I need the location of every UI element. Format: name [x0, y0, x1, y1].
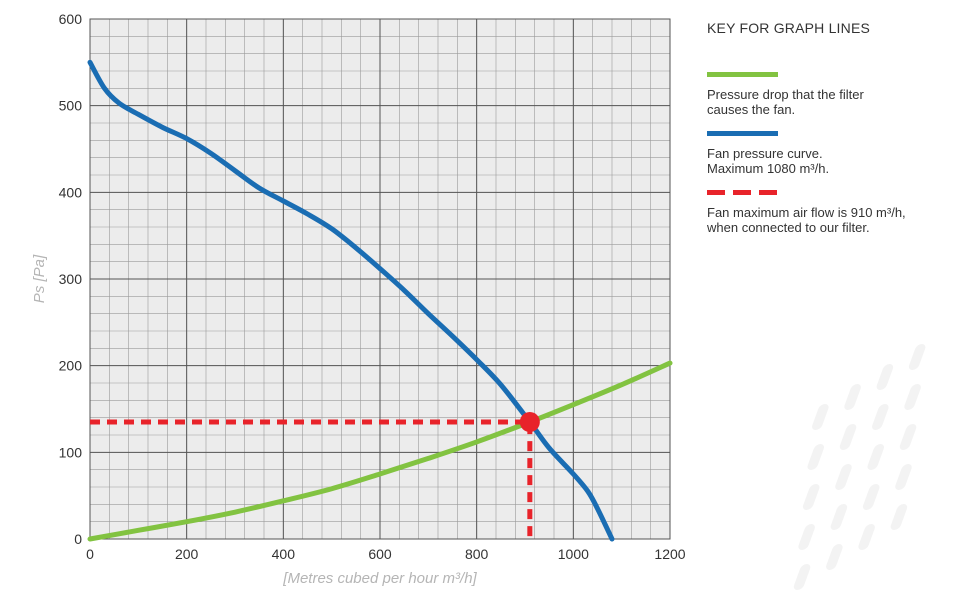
grid-major	[89, 18, 671, 540]
y-tick-label: 500	[59, 98, 83, 114]
legend-text-line: causes the fan.	[707, 102, 796, 117]
legend-text-line: Maximum 1080 m³/h.	[707, 161, 830, 176]
x-axis-title: [Metres cubed per hour m³/h]	[282, 570, 477, 587]
y-tick-label: 300	[59, 271, 83, 287]
legend-text-line: when connected to our filter.	[707, 220, 870, 235]
y-tick-label: 0	[74, 531, 82, 547]
y-tick-label: 200	[59, 358, 83, 374]
x-tick-label: 800	[465, 546, 489, 562]
x-tick-label: 1200	[654, 546, 685, 562]
x-tick-label: 600	[368, 546, 392, 562]
series-layer	[87, 59, 673, 542]
legend-text-filter: Pressure drop that the filter causes the…	[707, 87, 957, 117]
tick-labels: 0 200 400 600 800 1000 1200 0 100 200 300 400 500 600	[59, 11, 686, 562]
x-tick-label: 400	[272, 546, 296, 562]
legend-swatch-fan	[707, 131, 778, 136]
series-line-fan	[87, 59, 615, 542]
legend-text-fan: Fan pressure curve. Maximum 1080 m³/h.	[707, 146, 957, 176]
legend-text-operating: Fan maximum air flow is 910 m³/h, when c…	[707, 205, 957, 235]
y-axis-title: Ps [Pa]	[31, 254, 48, 303]
legend-entry-operating: Fan maximum air flow is 910 m³/h, when c…	[707, 190, 957, 235]
legend-text-line: Fan pressure curve.	[707, 146, 823, 161]
series-line-filter	[87, 360, 673, 542]
y-tick-label: 100	[59, 444, 83, 460]
legend-swatch-filter	[707, 72, 778, 77]
y-tick-label: 400	[59, 184, 83, 200]
legend-entry-fan: Fan pressure curve. Maximum 1080 m³/h.	[707, 131, 957, 176]
legend-text-line: Pressure drop that the filter	[707, 87, 864, 102]
x-tick-label: 1000	[558, 546, 589, 562]
legend-title: KEY FOR GRAPH LINES	[707, 20, 871, 36]
legend-text-line: Fan maximum air flow is 910 m³/h,	[707, 205, 906, 220]
legend-swatch-operating	[707, 190, 778, 195]
series-line-operating	[90, 419, 533, 539]
x-tick-label: 200	[175, 546, 199, 562]
legend-entry-filter: Pressure drop that the filter causes the…	[707, 72, 957, 117]
operating-point-marker	[519, 412, 540, 432]
y-tick-label: 600	[59, 11, 83, 27]
x-tick-label: 0	[86, 546, 94, 562]
legend: KEY FOR GRAPH LINES Pressure drop that t…	[707, 20, 957, 249]
